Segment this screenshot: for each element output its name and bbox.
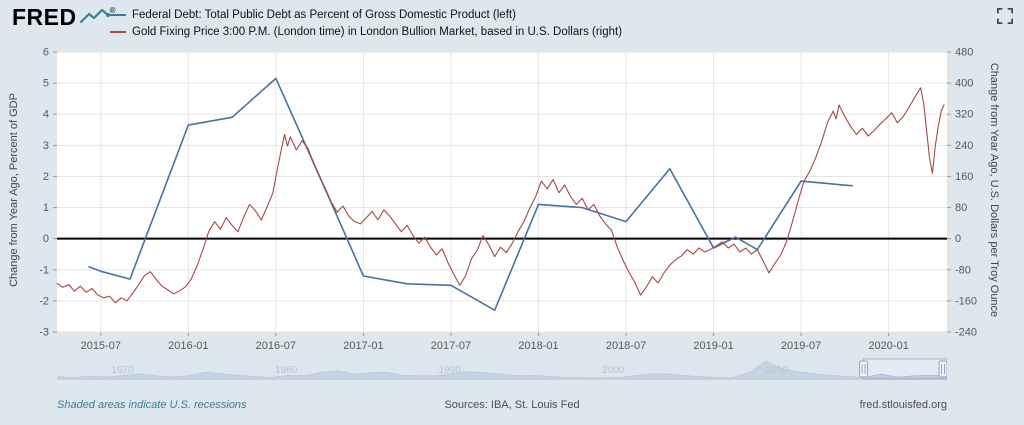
svg-text:400: 400 — [955, 78, 973, 90]
sources-text: Sources: IBA, St. Louis Fed — [444, 399, 580, 411]
svg-text:2018-01: 2018-01 — [518, 340, 558, 352]
legend-label-federal-debt: Federal Debt: Total Public Debt as Perce… — [132, 8, 516, 21]
fullscreen-icon — [997, 8, 1013, 27]
svg-text:-160: -160 — [955, 295, 977, 307]
svg-text:2015-07: 2015-07 — [81, 340, 121, 352]
legend-item-federal-debt: Federal Debt: Total Public Debt as Perce… — [110, 6, 622, 23]
svg-text:0: 0 — [43, 233, 49, 245]
legend-swatch-blue — [110, 13, 126, 16]
navigator-handle-left[interactable] — [859, 360, 869, 378]
chart-legend: Federal Debt: Total Public Debt as Perce… — [110, 6, 622, 40]
svg-text:-240: -240 — [955, 327, 977, 339]
svg-text:-80: -80 — [955, 264, 971, 276]
svg-text:160: 160 — [955, 171, 973, 183]
fullscreen-button[interactable] — [996, 8, 1014, 26]
legend-label-gold: Gold Fixing Price 3:00 P.M. (London time… — [132, 25, 623, 38]
svg-text:-3: -3 — [39, 327, 49, 339]
navigator-handle-right[interactable] — [938, 360, 947, 378]
chart-plot[interactable]: 2015-07 2016-01 2016-07 2017-01 2017-07 2018-… — [0, 44, 1024, 354]
svg-text:480: 480 — [955, 47, 973, 59]
svg-text:4: 4 — [43, 109, 49, 121]
fred-mark-icon — [79, 8, 110, 31]
navigator-selection[interactable] — [863, 358, 947, 380]
range-navigator[interactable]: 19701980199020002010 — [57, 356, 947, 384]
svg-text:2017-01: 2017-01 — [343, 340, 383, 352]
recession-note: Shaded areas indicate U.S. recessions — [57, 399, 247, 411]
series-line — [56, 87, 945, 304]
svg-text:2016-01: 2016-01 — [168, 340, 208, 352]
fred-logo[interactable]: FRED ® — [12, 5, 116, 31]
svg-text:-2: -2 — [39, 295, 49, 307]
fred-site-link[interactable]: fred.stlouisfed.org — [859, 399, 947, 411]
legend-swatch-red — [110, 30, 126, 33]
legend-item-gold: Gold Fixing Price 3:00 P.M. (London time… — [110, 23, 622, 40]
svg-text:2: 2 — [43, 171, 49, 183]
svg-text:2019-01: 2019-01 — [693, 340, 733, 352]
fred-logo-text: FRED — [12, 4, 77, 30]
series-line — [88, 77, 853, 311]
svg-text:2018-07: 2018-07 — [606, 340, 646, 352]
svg-text:-1: -1 — [39, 264, 49, 276]
svg-text:2017-07: 2017-07 — [431, 340, 471, 352]
svg-text:320: 320 — [955, 109, 973, 121]
registered-mark: ® — [109, 6, 116, 15]
svg-text:2019-07: 2019-07 — [781, 340, 821, 352]
svg-text:6: 6 — [43, 47, 49, 59]
svg-text:3: 3 — [43, 140, 49, 152]
svg-text:80: 80 — [955, 202, 967, 214]
svg-text:1: 1 — [43, 202, 49, 214]
svg-text:2020-01: 2020-01 — [868, 340, 908, 352]
svg-text:240: 240 — [955, 140, 973, 152]
svg-text:0: 0 — [955, 233, 961, 245]
svg-text:5: 5 — [43, 78, 49, 90]
svg-text:2016-07: 2016-07 — [256, 340, 296, 352]
